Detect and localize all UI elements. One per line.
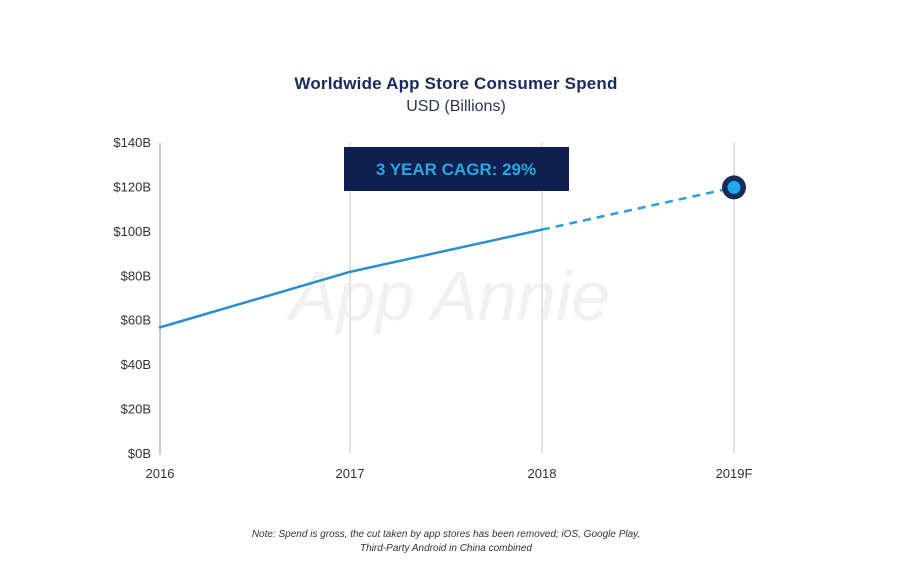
chart-title: Worldwide App Store Consumer Spend [294,74,618,93]
x-tick-label: 2017 [336,466,365,481]
y-tick-label: $20B [121,402,151,417]
forecast-marker [727,180,741,194]
y-tick-label: $140B [113,135,151,150]
x-tick-label: 2016 [146,466,175,481]
y-tick-label: $40B [121,357,151,372]
y-tick-label: $80B [121,268,151,283]
watermark-text: App Annie [286,257,610,335]
y-tick-label: $0B [128,446,151,461]
y-tick-label: $120B [113,179,151,194]
x-tick-label: 2019F [716,466,753,481]
cagr-badge-text: 3 YEAR CAGR: 29% [376,160,536,179]
chart-note: Note: Spend is gross, the cut taken by a… [0,528,892,556]
note-line-2: Third-Party Android in China combined [360,543,532,554]
cagr-badge [344,147,569,191]
chart-subtitle: USD (Billions) [406,98,506,115]
y-tick-label: $60B [121,313,151,328]
x-tick-label: 2018 [528,466,557,481]
note-line-1: Note: Spend is gross, the cut taken by a… [251,529,641,540]
series-line-forecast [541,186,735,231]
y-tick-label: $100B [113,224,151,239]
series-line-actual [158,228,544,329]
